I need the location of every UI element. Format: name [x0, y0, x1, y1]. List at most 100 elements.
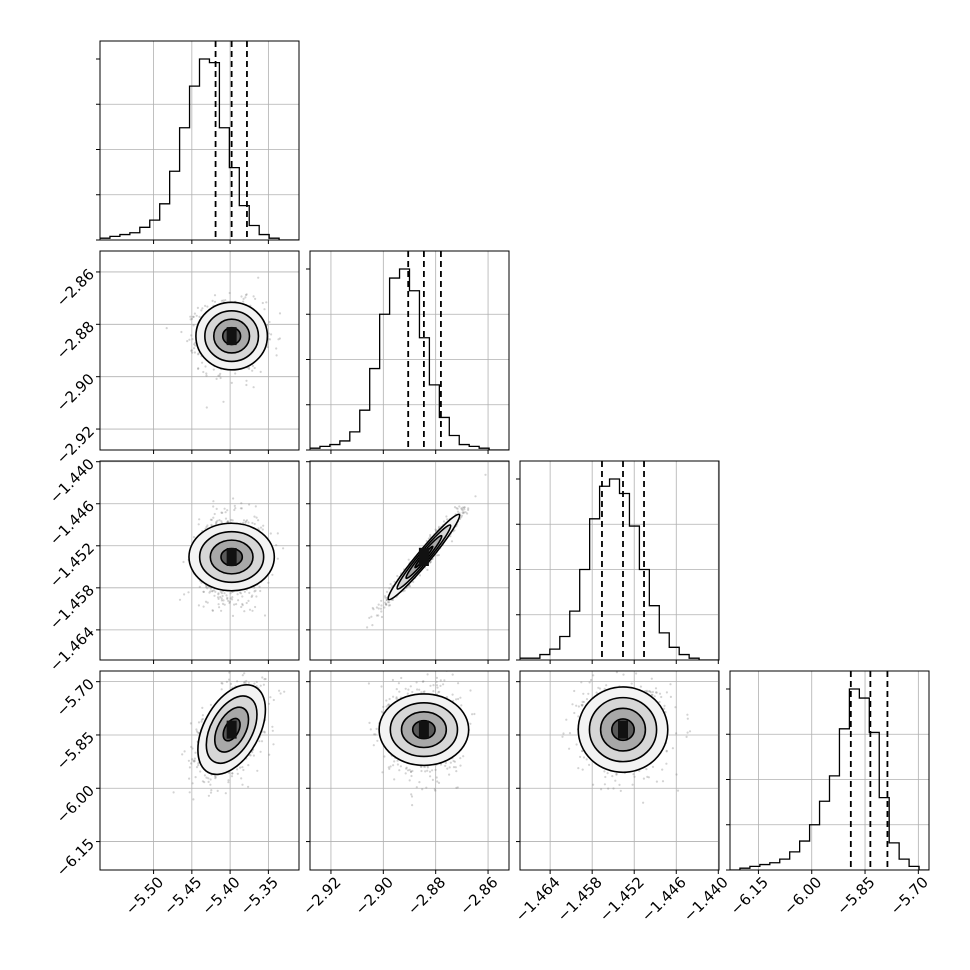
scatter-point — [436, 686, 439, 689]
scatter-point — [416, 688, 419, 691]
histogram-step — [520, 478, 719, 660]
y-tick-label: −6.00 — [53, 782, 98, 827]
scatter-point — [198, 315, 201, 318]
scatter-point — [263, 730, 266, 733]
scatter-point — [202, 370, 205, 374]
scatter-point — [220, 511, 223, 514]
panel-frame — [99, 40, 300, 241]
scatter-point — [455, 770, 458, 773]
scatter-point — [388, 604, 392, 607]
scatter-point — [272, 743, 275, 746]
scatter-point — [233, 504, 236, 507]
panel-3-1: −2.92 −2.90 −2.88 −2.86 — [299, 670, 510, 918]
scatter-point — [183, 593, 186, 596]
y-tick-label: −2.86 — [53, 265, 98, 310]
scatter-point — [231, 614, 235, 618]
scatter-point — [236, 593, 239, 596]
scatter-point — [245, 383, 248, 387]
scatter-point — [395, 696, 398, 699]
scatter-point — [385, 603, 388, 607]
scatter-point — [190, 317, 194, 320]
scatter-point — [460, 704, 463, 707]
scatter-point — [197, 367, 200, 370]
scatter-point — [244, 293, 248, 297]
scatter-point — [240, 605, 243, 609]
scatter-point — [415, 681, 418, 684]
scatter-point — [239, 766, 242, 769]
scatter-point — [212, 368, 215, 371]
panel-frame — [99, 250, 300, 451]
scatter-point — [215, 507, 218, 510]
contour-line — [188, 522, 276, 592]
scatter-point — [267, 702, 271, 705]
panel-inner-1-0 — [100, 251, 299, 450]
scatter-point — [457, 697, 460, 701]
scatter-point — [389, 765, 392, 768]
scatter-point — [437, 781, 441, 785]
scatter-point — [237, 599, 240, 602]
scatter-point — [418, 574, 422, 577]
scatter-point — [462, 511, 465, 514]
scatter-point — [377, 614, 380, 617]
scatter-point — [182, 560, 185, 564]
scatter-point — [192, 315, 195, 318]
scatter-point — [217, 592, 220, 595]
panel-inner-2-2 — [520, 461, 719, 660]
y-tick-label: −5.85 — [53, 728, 98, 773]
scatter-point — [231, 596, 234, 599]
scatter-point — [387, 604, 390, 607]
y-tick-label: −1.458 — [46, 581, 98, 633]
scatter-point — [193, 351, 196, 354]
scatter-point — [191, 338, 194, 341]
scatter-point — [254, 297, 257, 300]
scatter-point — [393, 580, 396, 583]
scatter-point — [247, 681, 250, 684]
panel-2-0: −1.464−1.458−1.452−1.446−1.440 — [46, 455, 300, 675]
scatter-point — [193, 312, 196, 315]
panel-frame — [519, 460, 720, 661]
scatter-point — [271, 725, 274, 728]
scatter-point — [201, 706, 204, 710]
scatter-point — [217, 374, 220, 377]
scatter-point — [399, 765, 402, 768]
scatter-point — [261, 528, 264, 531]
scatter-point — [253, 366, 256, 370]
scatter-point — [180, 330, 183, 334]
scatter-point — [275, 544, 278, 547]
scatter-point — [201, 717, 204, 721]
scatter-point — [200, 718, 203, 721]
scatter-point — [198, 585, 201, 589]
scatter-point — [252, 295, 255, 298]
scatter-point — [257, 527, 260, 530]
scatter-point — [240, 507, 243, 510]
scatter-point — [415, 786, 418, 789]
scatter-point — [221, 594, 224, 598]
scatter-point — [252, 754, 255, 757]
scatter-point — [232, 497, 235, 500]
scatter-point — [242, 768, 245, 772]
scatter-point — [241, 595, 244, 598]
scatter-point — [253, 682, 256, 685]
scatter-point — [217, 603, 220, 606]
scatter-point — [206, 587, 209, 590]
scatter-point — [383, 595, 387, 598]
scatter-point — [207, 780, 210, 784]
scatter-point — [203, 781, 206, 784]
scatter-point — [204, 365, 207, 368]
scatter-point — [467, 507, 470, 510]
scatter-point — [463, 506, 466, 509]
scatter-point — [224, 517, 228, 520]
scatter-point — [197, 731, 200, 734]
scatter-point — [254, 589, 257, 592]
scatter-point — [196, 306, 199, 309]
y-tick-label: −2.90 — [53, 370, 98, 415]
scatter-point — [370, 615, 373, 618]
scatter-point — [277, 338, 280, 341]
scatter-point — [271, 573, 274, 576]
scatter-point — [369, 728, 372, 731]
scatter-point — [429, 535, 432, 538]
scatter-point — [227, 599, 230, 603]
scatter-point — [429, 533, 432, 537]
scatter-point — [205, 372, 208, 375]
scatter-point — [197, 352, 200, 355]
